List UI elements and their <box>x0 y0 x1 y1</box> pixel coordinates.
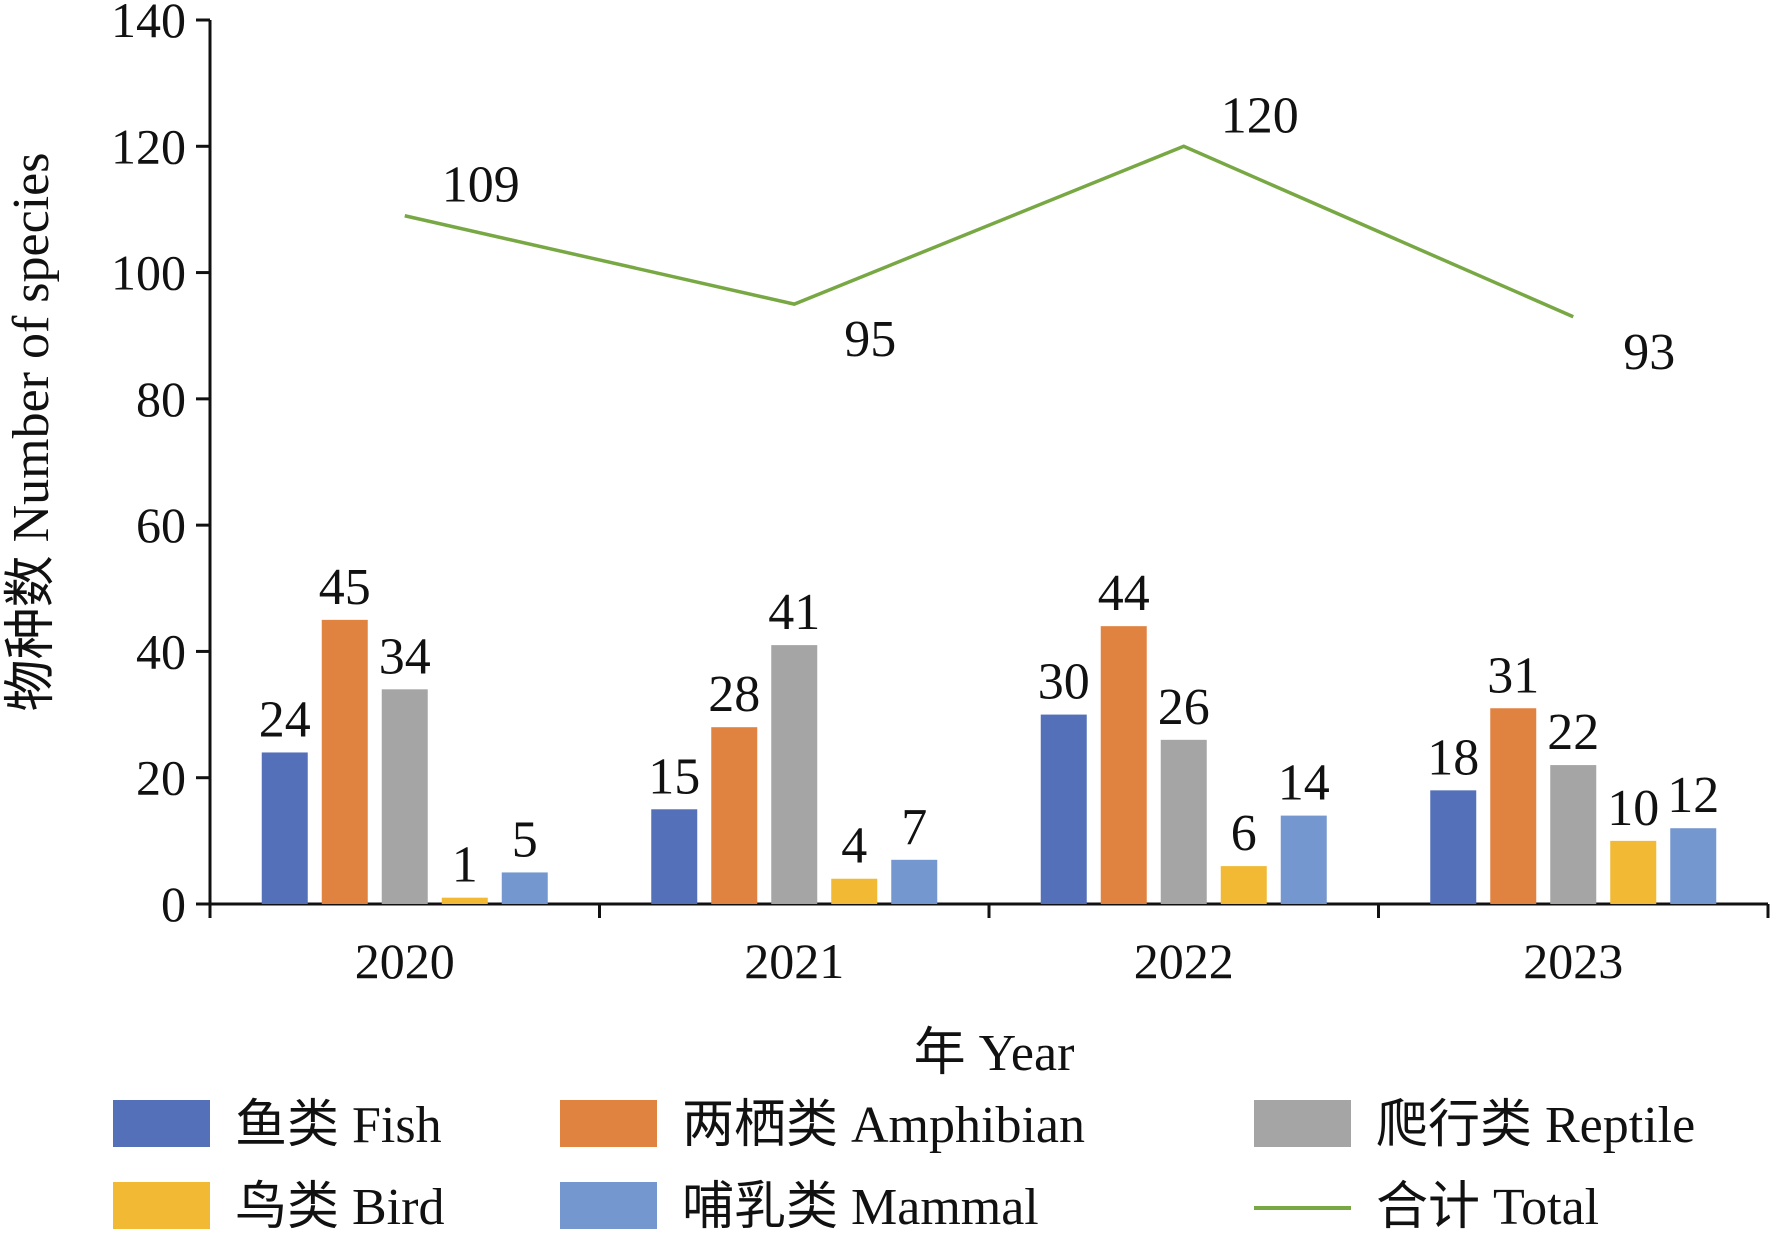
legend-label: 鸟类 Bird <box>235 1179 444 1236</box>
bar-value-label: 4 <box>841 818 867 875</box>
bar-value-label: 12 <box>1667 767 1719 824</box>
bar-value-label: 6 <box>1231 805 1257 862</box>
bar <box>1490 708 1537 904</box>
total-value-label: 95 <box>844 311 896 368</box>
y-tick-label: 100 <box>111 245 186 301</box>
bar-value-label: 14 <box>1278 755 1330 812</box>
y-axis: 0 20 40 60 80 100 120 140 <box>111 0 212 932</box>
y-tick-label: 20 <box>136 750 186 806</box>
bar <box>1040 714 1087 904</box>
bar <box>441 897 488 904</box>
bar-value-label: 34 <box>379 628 431 685</box>
bar <box>1430 790 1477 904</box>
total-value-label: 120 <box>1221 87 1299 144</box>
y-tick-label: 60 <box>136 497 186 553</box>
legend-swatch <box>1254 1100 1351 1147</box>
total-value-label: 109 <box>442 157 520 214</box>
bar <box>261 752 308 904</box>
bar-value-label: 7 <box>901 799 927 856</box>
legend-item: 哺乳类 Mammal <box>560 1179 1039 1236</box>
x-tick-label: 2021 <box>744 933 844 989</box>
legend-label: 哺乳类 Mammal <box>682 1179 1039 1236</box>
x-axis: 2020 2021 2022 2023 <box>208 902 1770 989</box>
total-line-group <box>404 144 1574 319</box>
bar-value-label: 22 <box>1547 704 1599 761</box>
legend-label: 爬行类 Reptile <box>1376 1097 1695 1154</box>
x-tick-label: 2022 <box>1134 933 1234 989</box>
y-tick-label: 140 <box>111 0 186 48</box>
bar <box>1220 866 1267 904</box>
x-tick-label: 2020 <box>355 933 455 989</box>
bar <box>1280 815 1327 904</box>
x-axis-title: 年 Year <box>914 1025 1075 1082</box>
bar-value-label: 15 <box>648 748 700 805</box>
bar-value-label: 44 <box>1098 565 1150 622</box>
bar-value-label: 45 <box>319 559 371 616</box>
bar <box>891 859 938 904</box>
bar <box>1100 626 1147 904</box>
legend-label: 两栖类 Amphibian <box>682 1097 1085 1154</box>
bar-value-label: 5 <box>512 811 538 868</box>
legend-item: 合计 Total <box>1254 1179 1599 1236</box>
bar <box>771 645 818 904</box>
legend-item: 鱼类 Fish <box>113 1097 442 1154</box>
total-line <box>404 144 1574 319</box>
legend-swatch <box>560 1100 657 1147</box>
total-value-label: 93 <box>1623 324 1675 381</box>
y-tick-label: 0 <box>161 876 186 932</box>
bar-value-label: 30 <box>1038 654 1090 711</box>
bar <box>501 872 548 904</box>
bar-value-label: 1 <box>452 837 478 894</box>
legend-label: 合计 Total <box>1376 1179 1599 1236</box>
y-axis-title: 物种数 Number of species <box>3 153 60 712</box>
bar <box>381 689 428 904</box>
bar <box>711 727 758 904</box>
bar <box>1160 739 1207 904</box>
bar-value-label: 18 <box>1427 729 1479 786</box>
bar <box>831 878 878 904</box>
bar-value-label: 31 <box>1487 647 1539 704</box>
legend-swatch <box>113 1182 210 1229</box>
legend-item: 爬行类 Reptile <box>1254 1097 1695 1154</box>
y-tick-label: 80 <box>136 371 186 427</box>
bar <box>1670 828 1717 904</box>
bar-value-label: 41 <box>768 584 820 641</box>
legend-swatch <box>560 1182 657 1229</box>
bar-series-group <box>261 619 1717 904</box>
bar <box>1610 840 1657 904</box>
bar <box>321 619 368 904</box>
y-tick-label: 40 <box>136 623 186 679</box>
bar-value-label: 28 <box>708 666 760 723</box>
x-tick-label: 2023 <box>1523 933 1623 989</box>
legend-label: 鱼类 Fish <box>235 1097 442 1154</box>
bar <box>1550 765 1597 904</box>
legend: 鱼类 Fish 两栖类 Amphibian 爬行类 Reptile 鸟类 Bird 哺乳… <box>113 1097 1695 1236</box>
y-tick-label: 120 <box>111 118 186 174</box>
legend-swatch <box>113 1100 210 1147</box>
bar-value-label: 24 <box>259 691 311 748</box>
bar <box>651 809 698 904</box>
bar-value-label: 10 <box>1607 780 1659 837</box>
legend-item: 鸟类 Bird <box>113 1179 444 1236</box>
legend-item: 两栖类 Amphibian <box>560 1097 1085 1154</box>
bar-value-label: 26 <box>1158 679 1210 736</box>
